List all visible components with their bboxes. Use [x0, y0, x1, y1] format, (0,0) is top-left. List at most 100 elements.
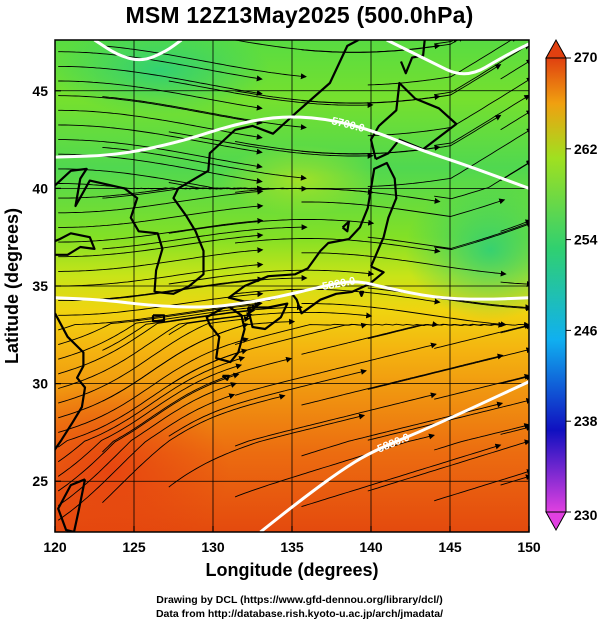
coastline: [399, 40, 426, 75]
chart-title: MSM 12Z13May2025 (500.0hPa): [125, 2, 474, 28]
warm-region: [55, 380, 230, 532]
streamline: [434, 43, 529, 96]
coastline: [154, 40, 359, 295]
streamline: [367, 220, 529, 249]
streamline: [500, 160, 529, 181]
x-tick-label: 140: [359, 539, 383, 555]
height-contour: [259, 380, 529, 532]
x-axis-title: Longitude (degrees): [205, 560, 378, 580]
streamline: [58, 261, 264, 287]
x-tick-label: 150: [517, 539, 541, 555]
streamline: [234, 342, 437, 396]
streamline: [301, 303, 507, 328]
streamline: [367, 40, 518, 86]
streamline: [58, 337, 249, 433]
streamline: [58, 316, 251, 404]
streamline: [434, 94, 529, 146]
streamline: [58, 203, 264, 228]
streamline: [58, 302, 261, 346]
colorbar-tick-label: 230: [574, 507, 598, 523]
y-tick-label: 45: [32, 83, 48, 99]
streamline: [500, 374, 529, 385]
y-tick-label: 40: [32, 180, 48, 196]
streamline: [301, 252, 507, 277]
streamline: [235, 187, 441, 204]
streamline: [102, 96, 307, 131]
streamline: [234, 392, 437, 447]
streamline: [434, 221, 529, 250]
streamline: [500, 425, 529, 435]
streamline: [434, 469, 529, 502]
streamline: [500, 474, 529, 486]
y-tick-label: 25: [32, 473, 48, 489]
streamline: [500, 59, 529, 80]
coastline: [358, 290, 365, 297]
coastline: [151, 314, 166, 323]
coastline: [57, 478, 87, 532]
colorbar-tick-label: 262: [574, 141, 598, 157]
streamline: [102, 356, 293, 453]
height-contour: [55, 115, 529, 190]
streamline: [58, 247, 264, 272]
x-tick-label: 145: [438, 539, 462, 555]
height-contour: [55, 280, 529, 309]
cool-region-north: [55, 40, 270, 115]
height-contour: [93, 40, 183, 62]
streamline: [168, 322, 368, 386]
x-tick-label: 135: [280, 539, 304, 555]
streamline: [102, 393, 286, 504]
streamline: [102, 45, 307, 80]
streamline: [367, 128, 529, 187]
streamline: [301, 353, 504, 406]
streamline: [434, 40, 459, 45]
streamline: [57, 356, 246, 463]
streamline: [301, 198, 506, 217]
cool-region: [405, 180, 529, 320]
streamline: [235, 288, 441, 305]
colorbar-top-triangle: [545, 38, 567, 59]
y-tick-label: 35: [32, 278, 48, 294]
streamline: [102, 224, 308, 250]
streamline: [58, 65, 263, 96]
streamline: [500, 323, 529, 334]
coastline: [246, 302, 289, 331]
streamline: [500, 281, 529, 288]
streamline: [367, 439, 529, 492]
streamline: [168, 219, 375, 234]
streamline: [57, 382, 237, 506]
y-axis: 25 30 35 40 45: [32, 83, 61, 489]
streamline: [58, 95, 263, 126]
streamline: [168, 80, 374, 109]
streamline: [367, 321, 529, 340]
colorbar-bottom-triangle: [545, 511, 567, 532]
streamline: [301, 443, 502, 508]
streamline: [301, 64, 502, 104]
streamline: [58, 51, 263, 82]
streamline: [301, 401, 504, 457]
colorbar-tick-label: 246: [574, 322, 598, 338]
streamline: [301, 40, 464, 53]
streamline: [57, 363, 243, 477]
x-tick-label: 125: [122, 539, 146, 555]
streamline: [301, 114, 502, 155]
colorbar-tick-label: 254: [574, 232, 598, 248]
coastline: [55, 232, 96, 256]
streamline: [58, 139, 263, 170]
streamline: [102, 304, 303, 351]
streamline: [58, 312, 253, 389]
x-tick-label: 130: [201, 539, 225, 555]
streamline: [57, 372, 240, 492]
yellow-region: [220, 145, 380, 215]
colorbar-tick-label: 270: [574, 49, 598, 65]
streamline: [58, 109, 263, 140]
streamline: [234, 321, 439, 346]
coastline: [55, 312, 87, 452]
streamline: [235, 238, 441, 254]
streamline: [500, 219, 529, 232]
height-contour: [386, 40, 529, 76]
gridlines: [55, 40, 529, 532]
coastline: [205, 304, 246, 364]
streamline: [58, 232, 264, 258]
streamline: [168, 413, 366, 488]
